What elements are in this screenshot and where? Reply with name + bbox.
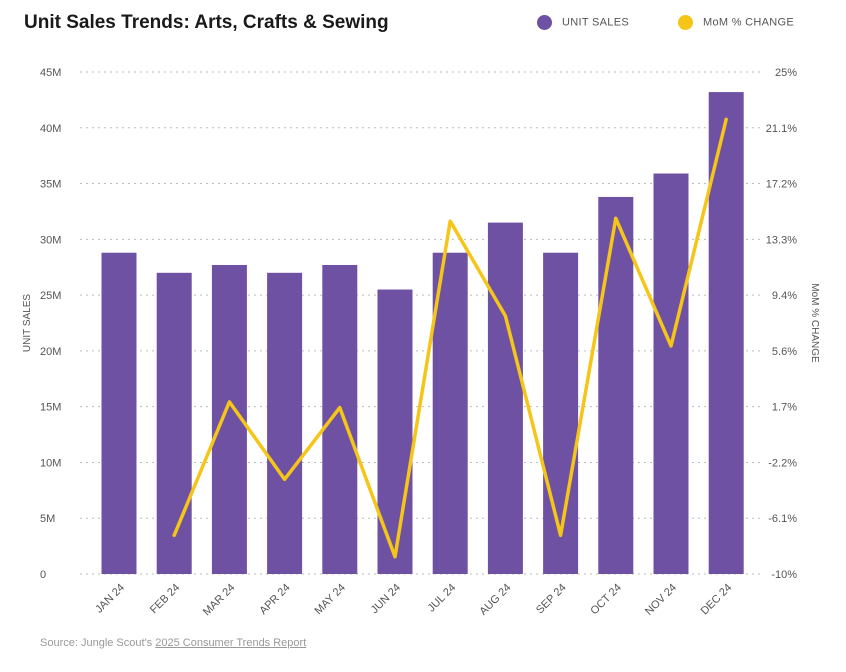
legend-swatch-unit-sales (537, 15, 552, 30)
bar-unit-sales (598, 196, 634, 575)
x-tick-label: JUL 24 (425, 582, 458, 615)
bar-unit-sales (653, 173, 689, 574)
y-axis-title-right: MoM % CHANGE (809, 283, 820, 363)
x-tick-label: NOV 24 (643, 582, 679, 618)
y-tick-left: 35M (40, 179, 61, 191)
x-tick-label: FEB 24 (148, 582, 182, 616)
x-tick-label: DEC 24 (699, 582, 735, 618)
chart-title: Unit Sales Trends: Arts, Crafts & Sewing (24, 12, 389, 33)
source-prefix: Source: Jungle Scout's (40, 637, 156, 649)
x-tick-label: JAN 24 (93, 582, 127, 616)
bar-unit-sales (267, 272, 303, 574)
legend-item-mom-change: MoM % CHANGE (678, 15, 794, 30)
x-tick-label: SEP 24 (534, 582, 569, 617)
y-tick-right: 5.6% (772, 346, 797, 358)
y-tick-left: 40M (40, 123, 61, 135)
y-tick-right: -10% (771, 569, 797, 581)
y-tick-right: 17.2% (766, 179, 797, 191)
line-mom-change (172, 117, 728, 559)
y-tick-right: 1.7% (772, 402, 797, 414)
x-tick-label: MAR 24 (201, 582, 238, 619)
y-tick-right: 9.4% (772, 290, 797, 302)
bar-unit-sales (322, 264, 358, 574)
y-tick-left: 5M (40, 513, 55, 525)
y-tick-left: 0 (40, 569, 46, 581)
y-axis-title-left: UNIT SALES (22, 294, 33, 352)
source-link[interactable]: 2025 Consumer Trends Report (155, 637, 307, 649)
bar-unit-sales (377, 289, 413, 574)
bar-unit-sales (543, 252, 579, 574)
x-tick-label: JUN 24 (369, 582, 403, 616)
x-tick-label: OCT 24 (588, 582, 624, 618)
legend-label-unit-sales: UNIT SALES (562, 16, 629, 29)
y-tick-left: 25M (40, 290, 61, 302)
bar-unit-sales (156, 272, 192, 574)
bar-unit-sales (101, 252, 137, 574)
y-tick-left: 30M (40, 234, 61, 246)
x-tick-label: APR 24 (257, 582, 292, 617)
combo-chart: 0 -10% 5M -6.1% 10M -2.2% 15M 1.7% 20M 5.6% 25M 9.4… (22, 67, 820, 619)
x-tick-label: MAY 24 (312, 582, 347, 617)
y-tick-left: 20M (40, 346, 61, 358)
legend-label-mom-change: MoM % CHANGE (703, 16, 794, 29)
y-tick-right: 13.3% (766, 234, 797, 246)
y-tick-left: 45M (40, 67, 61, 79)
x-tick-label: AUG 24 (477, 582, 513, 618)
y-tick-right: -2.2% (768, 457, 797, 469)
legend-swatch-mom-change (678, 15, 693, 30)
source-note: Source: Jungle Scout's 2025 Consumer Tre… (40, 637, 306, 649)
y-tick-right: 21.1% (766, 123, 797, 135)
legend-item-unit-sales: UNIT SALES (537, 15, 629, 30)
bar-unit-sales (432, 252, 468, 574)
y-tick-right: 25% (775, 67, 797, 79)
y-tick-right: -6.1% (768, 513, 797, 525)
y-tick-left: 15M (40, 402, 61, 414)
y-tick-left: 10M (40, 457, 61, 469)
bar-unit-sales (487, 222, 523, 574)
